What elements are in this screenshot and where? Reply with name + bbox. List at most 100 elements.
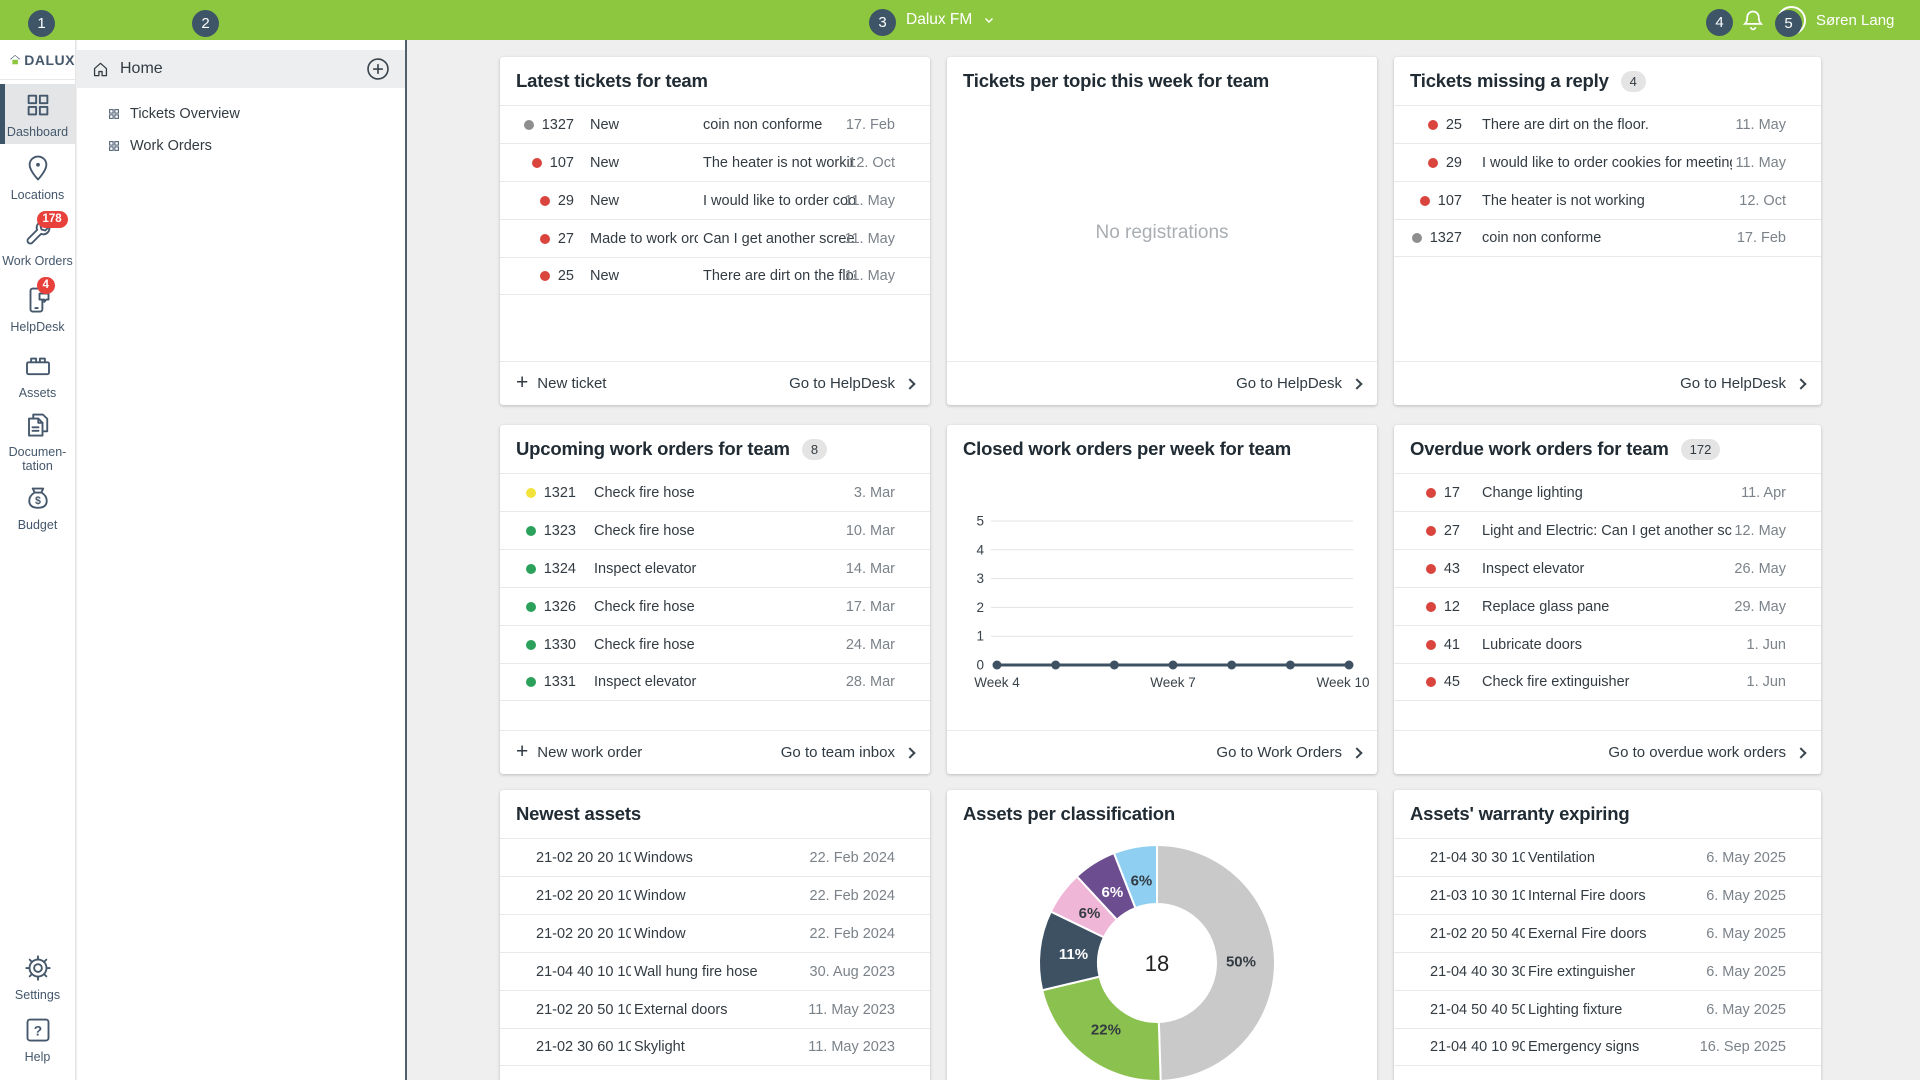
work-order-row[interactable]: 1321 Check fire hose 3. Mar	[500, 473, 930, 511]
ticket-row[interactable]: 25 New There are dirt on the floor. 11. …	[500, 257, 930, 295]
svg-text:6%: 6%	[1079, 905, 1101, 922]
ticket-row[interactable]: 1327 coin non conforme 17. Feb	[1394, 219, 1821, 257]
work-order-title: Replace glass pane	[1482, 598, 1610, 615]
work-order-row[interactable]: 27 Light and Electric: Can I get another…	[1394, 511, 1821, 549]
go-to-team-inbox-link[interactable]: Go to team inbox	[781, 744, 916, 761]
annotation-marker-4: 4	[1706, 9, 1733, 36]
sidebar-item[interactable]: Settings	[0, 946, 75, 1008]
work-order-title: Inspect elevator	[594, 674, 697, 690]
sidebar-item[interactable]: 178 Work Orders	[0, 210, 75, 276]
asset-date: 11. May 2023	[808, 1001, 895, 1018]
card-title: Closed work orders per week for team	[963, 438, 1291, 459]
asset-row[interactable]: 21-04 30 30 10 Ventilation 6. May 2025	[1394, 838, 1821, 876]
ticket-row[interactable]: 27 Made to work order Can I get another …	[500, 219, 930, 257]
add-dashboard-button[interactable]	[365, 56, 391, 82]
chevron-right-icon	[904, 377, 916, 390]
go-to-helpdesk-link[interactable]: Go to HelpDesk	[789, 375, 916, 392]
ticket-id: 29	[1445, 154, 1462, 171]
sidebar-item[interactable]: Documen-tation	[0, 408, 75, 474]
work-order-row[interactable]: 1331 Inspect elevator 28. Mar	[500, 663, 930, 701]
work-order-row[interactable]: 1323 Check fire hose 10. Mar	[500, 511, 930, 549]
ticket-id: 29	[557, 192, 574, 209]
work-order-row[interactable]: 1330 Check fire hose 24. Mar	[500, 625, 930, 663]
work-order-row[interactable]: 45 Check fire extinguisher 1. Jun	[1394, 663, 1821, 701]
sidebar-item[interactable]: Assets	[0, 342, 75, 408]
chevron-down-icon	[982, 13, 996, 27]
go-to-helpdesk-link[interactable]: Go to HelpDesk	[1680, 375, 1807, 392]
new-work-order-button[interactable]: + New work order	[516, 740, 643, 763]
work-order-date: 28. Mar	[845, 674, 895, 690]
card-title: Tickets missing a reply	[1410, 70, 1609, 91]
card-warranty-expiring: Assets' warranty expiring 21-04 30 30 10…	[1394, 790, 1821, 1080]
ticket-row[interactable]: 107 New The heater is not working 12. Oc…	[500, 143, 930, 181]
work-order-row[interactable]: 41 Lubricate doors 1. Jun	[1394, 625, 1821, 663]
ticket-date: 11. May	[844, 230, 895, 247]
go-to-overdue-work-orders-link[interactable]: Go to overdue work orders	[1608, 744, 1807, 761]
asset-code: 21-04 40 30 30	[1430, 963, 1525, 980]
svg-text:18: 18	[1145, 951, 1169, 976]
asset-code: 21-02 20 50 10	[536, 1001, 631, 1018]
asset-row[interactable]: 21-04 40 10 90 Emergency signs 16. Sep 2…	[1394, 1028, 1821, 1066]
notifications-button[interactable]	[1740, 8, 1766, 34]
ticket-id: 1327	[541, 116, 574, 133]
notification-badge: 178	[36, 210, 68, 229]
sidebar-item[interactable]: Budget	[0, 474, 75, 540]
app-switcher[interactable]: Dalux FM	[906, 0, 996, 40]
work-order-row[interactable]: 1324 Inspect elevator 14. Mar	[500, 549, 930, 587]
sidebar-item[interactable]: Help	[0, 1008, 75, 1070]
work-order-row[interactable]: 1326 Check fire hose 17. Mar	[500, 587, 930, 625]
asset-name: Fire extinguisher	[1528, 963, 1636, 980]
work-order-row[interactable]: 12 Replace glass pane 29. May	[1394, 587, 1821, 625]
ticket-row[interactable]: 25 There are dirt on the floor. 11. May	[1394, 105, 1821, 143]
new-ticket-button[interactable]: + New ticket	[516, 371, 607, 394]
ticket-date: 11. May	[844, 268, 895, 284]
asset-row[interactable]: 21-02 20 20 10 Window 22. Feb 2024	[500, 876, 930, 914]
tree-item[interactable]: Work Orders	[77, 130, 405, 162]
go-to-helpdesk-link[interactable]: Go to HelpDesk	[1236, 375, 1363, 392]
asset-name: Window	[634, 925, 686, 942]
chevron-right-icon	[1351, 746, 1363, 759]
card-closed-work-orders-chart: Closed work orders per week for team 0 1 2…	[947, 425, 1377, 774]
go-to-work-orders-link[interactable]: Go to Work Orders	[1216, 744, 1363, 761]
ticket-row[interactable]: 107 The heater is not working 12. Oct	[1394, 181, 1821, 219]
asset-row[interactable]: 21-04 40 30 30 Fire extinguisher 6. May …	[1394, 952, 1821, 990]
asset-row[interactable]: 21-02 30 60 10 Skylight 11. May 2023	[500, 1028, 930, 1066]
asset-row[interactable]: 21-02 20 20 10 Windows 22. Feb 2024	[500, 838, 930, 876]
sidebar-item[interactable]: Dashboard	[0, 84, 75, 144]
asset-row[interactable]: 21-02 20 50 40 Exernal Fire doors 6. May…	[1394, 914, 1821, 952]
asset-date: 22. Feb 2024	[809, 849, 895, 866]
sidebar-item-label: Work Orders	[2, 253, 73, 268]
asset-row[interactable]: 21-03 10 30 10 Internal Fire doors 6. Ma…	[1394, 876, 1821, 914]
asset-row[interactable]: 21-04 40 10 10 Wall hung fire hose 30. A…	[500, 952, 930, 990]
user-menu[interactable]: Søren Lang	[1816, 11, 1895, 29]
work-order-row[interactable]: 43 Inspect elevator 26. May	[1394, 549, 1821, 587]
svg-text:11%: 11%	[1059, 946, 1088, 963]
card-title: Latest tickets for team	[516, 70, 708, 91]
logo-text: DALUX	[24, 51, 75, 68]
asset-row[interactable]: 21-04 50 40 50 Lighting fixture 6. May 2…	[1394, 990, 1821, 1028]
card-title: Assets per classification	[963, 803, 1175, 824]
ticket-row[interactable]: 29 New I would like to order cookies for…	[500, 181, 930, 219]
ticket-row[interactable]: 1327 New coin non conforme 17. Feb	[500, 105, 930, 143]
dalux-logo: DALUX	[0, 40, 75, 80]
asset-row[interactable]: 21-02 20 20 10 Window 22. Feb 2024	[500, 914, 930, 952]
sidebar-item[interactable]: Locations	[0, 144, 75, 210]
work-order-row[interactable]: 17 Change lighting 11. Apr	[1394, 473, 1821, 511]
status-dot	[525, 677, 536, 687]
ticket-row[interactable]: 29 I would like to order cookies for mee…	[1394, 143, 1821, 181]
status-dot	[539, 233, 550, 244]
location-pin-icon	[23, 153, 53, 183]
work-order-date: 12. May	[1734, 522, 1786, 539]
sidebar-item-label: Budget	[17, 517, 58, 532]
ticket-status: New	[590, 154, 620, 171]
asset-name: Emergency signs	[1528, 1039, 1640, 1055]
sidebar-item[interactable]: 4 HelpDesk	[0, 276, 75, 342]
work-order-date: 26. May	[1734, 560, 1786, 577]
annotation-marker-2: 2	[192, 10, 219, 37]
sidebar-item-label: Help	[24, 1049, 51, 1064]
work-order-id: 17	[1443, 484, 1460, 501]
svg-text:6%: 6%	[1102, 884, 1124, 901]
tree-item[interactable]: Tickets Overview	[77, 98, 405, 130]
asset-row[interactable]: 21-02 20 50 10 External doors 11. May 20…	[500, 990, 930, 1028]
asset-name: Windows	[634, 849, 693, 866]
